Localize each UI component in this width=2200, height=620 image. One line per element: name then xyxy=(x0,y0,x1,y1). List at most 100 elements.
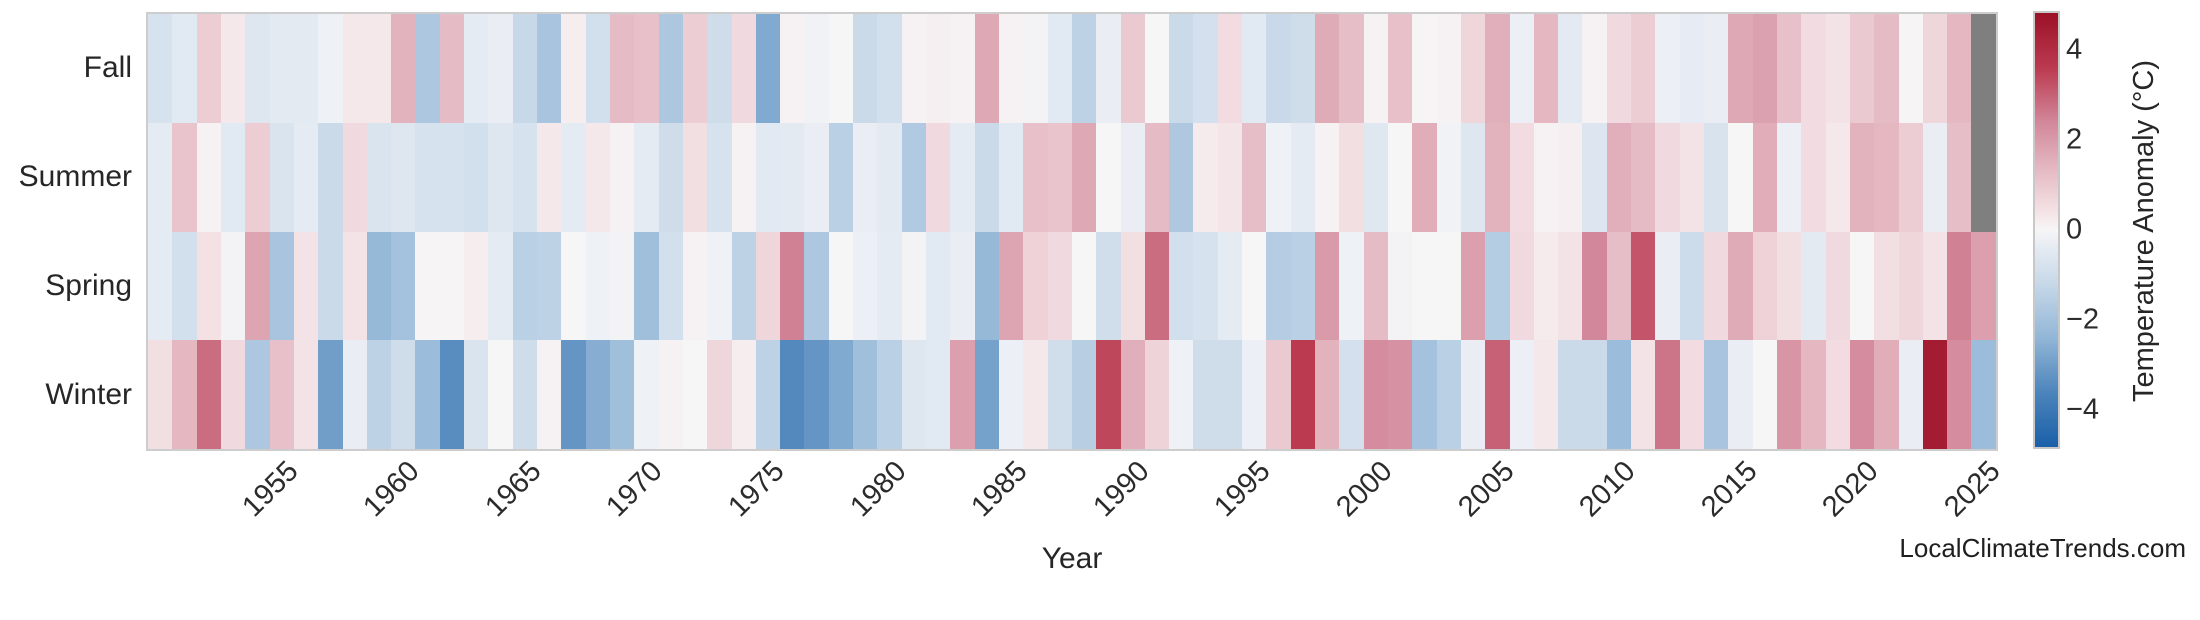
heatmap-cell xyxy=(901,122,926,232)
heatmap-cell xyxy=(974,340,999,449)
heatmap-cell xyxy=(1339,340,1364,449)
heatmap-cell xyxy=(318,14,343,123)
heatmap-cell xyxy=(366,231,392,341)
heatmap-cell xyxy=(1509,231,1534,341)
heatmap-cell xyxy=(1874,231,1899,341)
heatmap-cell xyxy=(1096,14,1121,123)
heatmap-cell xyxy=(269,340,294,449)
heatmap-cell xyxy=(853,340,878,449)
heatmap-cell xyxy=(1290,340,1315,449)
heatmap-cell xyxy=(1387,14,1413,123)
heatmap-cell xyxy=(512,340,537,449)
heatmap-cell xyxy=(731,231,756,341)
heatmap-cell xyxy=(1485,14,1510,123)
heatmap-cell xyxy=(682,14,708,123)
heatmap-cell xyxy=(1631,231,1656,341)
heatmap-cell xyxy=(1947,14,1972,123)
heatmap-cell xyxy=(1387,340,1413,449)
heatmap-cell xyxy=(950,14,975,123)
heatmap-cell xyxy=(707,340,732,449)
heatmap-cell xyxy=(1679,122,1704,232)
heatmap-cell xyxy=(269,14,294,123)
heatmap-cell xyxy=(1728,340,1753,449)
heatmap-cell xyxy=(780,14,805,123)
heatmap-cell xyxy=(1460,122,1486,232)
heatmap-cell xyxy=(974,122,999,232)
heatmap-cell xyxy=(196,122,221,232)
heatmap-cell xyxy=(488,231,513,341)
heatmap-cell xyxy=(1120,14,1145,123)
heatmap-cell xyxy=(391,122,416,232)
heatmap-cell xyxy=(1971,122,1996,232)
heatmap-cell xyxy=(1825,340,1850,449)
heatmap-cell xyxy=(391,231,416,341)
heatmap-cell xyxy=(1071,122,1097,232)
heatmap-cell xyxy=(220,340,246,449)
heatmap-cell xyxy=(220,14,246,123)
heatmap-cell xyxy=(926,340,951,449)
heatmap-cell xyxy=(1922,14,1948,123)
heatmap-cell xyxy=(1533,14,1559,123)
colorbar-tick-label-4: 4 xyxy=(2066,33,2083,66)
heatmap-cell xyxy=(1728,122,1753,232)
heatmap-cell xyxy=(172,14,197,123)
heatmap-cell xyxy=(439,340,465,449)
heatmap-cell xyxy=(682,231,708,341)
heatmap-cell xyxy=(293,14,319,123)
heatmap-cell xyxy=(245,122,270,232)
heatmap-cell xyxy=(1582,122,1607,232)
colorbar-tick-label--2: −2 xyxy=(2066,303,2100,336)
heatmap-cell xyxy=(634,14,659,123)
y-axis-row-labels: Fall Summer Spring Winter xyxy=(0,14,140,449)
heatmap-cell xyxy=(1704,14,1729,123)
heatmap-cell xyxy=(1412,14,1437,123)
heatmap-cell xyxy=(926,14,951,123)
heatmap-cell xyxy=(998,122,1024,232)
heatmap-cell xyxy=(1096,340,1121,449)
heatmap-cell xyxy=(1606,14,1632,123)
heatmap-cell xyxy=(1776,231,1802,341)
heatmap-cell xyxy=(1387,231,1413,341)
heatmap-cell xyxy=(1217,340,1243,449)
heatmap-cell xyxy=(1144,14,1170,123)
heatmap-cell xyxy=(1582,340,1607,449)
heatmap-cell xyxy=(172,231,197,341)
heatmap-cell xyxy=(1728,231,1753,341)
heatmap-cell xyxy=(901,231,926,341)
heatmap-cell xyxy=(1169,231,1194,341)
heatmap-cell xyxy=(609,122,635,232)
heatmap-cell xyxy=(1436,340,1461,449)
heatmap-row-summer xyxy=(148,122,1996,232)
heatmap-cell xyxy=(1509,340,1534,449)
heatmap-cell xyxy=(1315,122,1340,232)
heatmap-cell xyxy=(148,14,173,123)
heatmap-cell xyxy=(731,122,756,232)
heatmap-cell xyxy=(731,14,756,123)
heatmap-cell xyxy=(780,231,805,341)
heatmap-cell xyxy=(1363,122,1388,232)
heatmap-cell xyxy=(1096,122,1121,232)
heatmap-cell xyxy=(682,122,708,232)
colorbar-tick-label-2: 2 xyxy=(2066,123,2083,156)
heatmap-cell xyxy=(1801,14,1826,123)
heatmap-cell xyxy=(682,340,708,449)
heatmap-cell xyxy=(391,340,416,449)
heatmap-cell xyxy=(1120,122,1145,232)
heatmap-cell xyxy=(609,231,635,341)
heatmap-cell xyxy=(1193,231,1218,341)
heatmap-cell xyxy=(1436,231,1461,341)
heatmap-cell xyxy=(269,231,294,341)
heatmap-cell xyxy=(488,14,513,123)
heatmap-cell xyxy=(585,122,610,232)
heatmap-cell xyxy=(318,122,343,232)
seasonal-temperature-anomaly-heatmap-figure: Fall Summer Spring Winter 1955 1960 1965 1970 1… xyxy=(0,11,2186,575)
heatmap-cell xyxy=(877,231,902,341)
heatmap-cell xyxy=(1412,340,1437,449)
heatmap-cell xyxy=(780,122,805,232)
heatmap-cell xyxy=(1849,122,1875,232)
heatmap-cell xyxy=(877,14,902,123)
heatmap-cell xyxy=(804,231,829,341)
heatmap-cell xyxy=(148,231,173,341)
heatmap-cell xyxy=(1023,122,1048,232)
heatmap-cell xyxy=(1874,14,1899,123)
